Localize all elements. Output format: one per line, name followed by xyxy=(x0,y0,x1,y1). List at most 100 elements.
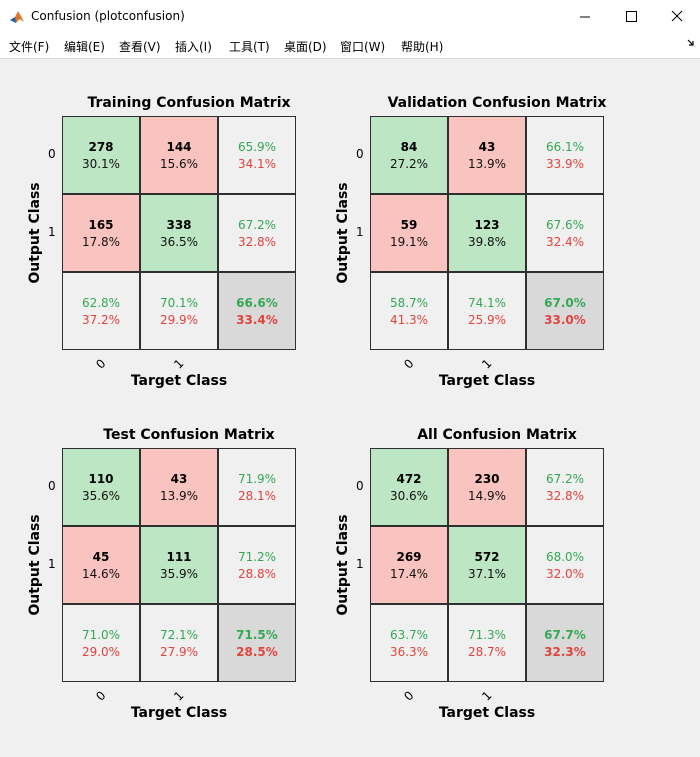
matrix-grid: 278 30.1% 144 15.6% 65.9% 34.1% 165 17.8% 338 36.… xyxy=(62,116,296,350)
overall-accuracy-cell-line2: 32.3% xyxy=(544,645,586,659)
matrix-cell-line2: 17.8% xyxy=(81,235,121,249)
y-tick-label: 0 xyxy=(356,147,364,161)
column-summary-cell-line2: 37.2% xyxy=(81,313,121,327)
row-summary-cell: 67.6% 32.4% xyxy=(526,194,604,272)
y-tick-label: 1 xyxy=(356,225,364,239)
column-summary-cell-line2: 41.3% xyxy=(389,313,429,327)
x-tick-label: 1 xyxy=(479,688,495,704)
overall-accuracy-cell-line2: 33.0% xyxy=(544,313,586,327)
matrix-cell-line2: 39.8% xyxy=(467,235,507,249)
row-summary-cell-line2: 32.0% xyxy=(545,567,585,581)
matrix-cell-line2: 35.9% xyxy=(159,567,199,581)
column-summary-cell-line2: 29.9% xyxy=(159,313,199,327)
matrix-cell-line2: 27.2% xyxy=(389,157,429,171)
row-summary-cell: 67.2% 32.8% xyxy=(218,194,296,272)
menu-insert[interactable]: 插入(I) xyxy=(175,40,212,54)
matrix-cell-line1: 110 xyxy=(88,472,114,486)
row-summary-cell-line1: 71.9% xyxy=(237,472,277,486)
summary-divider-vertical xyxy=(525,448,527,682)
column-summary-cell-line1: 58.7% xyxy=(389,296,429,310)
matrix-cell-line1: 572 xyxy=(474,550,500,564)
matrix-grid: 84 27.2% 43 13.9% 66.1% 33.9% 59 19.1% 123 39.8% 6… xyxy=(370,116,604,350)
menu-file[interactable]: 文件(F) xyxy=(9,40,50,54)
x-axis-label: Target Class xyxy=(130,373,228,389)
x-tick-label: 0 xyxy=(401,356,417,372)
matrix-title: Training Confusion Matrix xyxy=(87,95,291,111)
matrix-cell-line2: 35.6% xyxy=(81,489,121,503)
matrix-cell: 144 15.6% xyxy=(140,116,218,194)
minimize-icon xyxy=(580,16,590,18)
row-summary-cell: 71.2% 28.8% xyxy=(218,526,296,604)
column-summary-cell-line1: 74.1% xyxy=(467,296,507,310)
overall-accuracy-cell: 67.0% 33.0% xyxy=(526,272,604,350)
summary-divider-horizontal xyxy=(62,271,296,273)
row-summary-cell-line1: 67.2% xyxy=(237,218,277,232)
row-summary-cell-line1: 67.2% xyxy=(545,472,585,486)
matrix-cell: 84 27.2% xyxy=(370,116,448,194)
row-summary-cell-line1: 68.0% xyxy=(545,550,585,564)
menu-view[interactable]: 查看(V) xyxy=(119,40,161,54)
maximize-button[interactable] xyxy=(608,0,654,34)
matrix-cell-line2: 17.4% xyxy=(389,567,429,581)
matrix-cell-line2: 30.1% xyxy=(81,157,121,171)
matrix-cell-line1: 111 xyxy=(166,550,192,564)
matrix-cell: 165 17.8% xyxy=(62,194,140,272)
matrix-cell: 123 39.8% xyxy=(448,194,526,272)
x-tick-label: 1 xyxy=(171,688,187,704)
column-summary-cell: 71.0% 29.0% xyxy=(62,604,140,682)
menu-edit[interactable]: 编辑(E) xyxy=(64,40,105,54)
y-tick-label: 1 xyxy=(356,557,364,571)
minimize-button[interactable] xyxy=(562,0,608,34)
overall-accuracy-cell: 66.6% 33.4% xyxy=(218,272,296,350)
matrix-cell-line2: 30.6% xyxy=(389,489,429,503)
matrix-title: Test Confusion Matrix xyxy=(103,427,275,443)
matrix-grid: 472 30.6% 230 14.9% 67.2% 32.8% 269 17.4% 572 37.… xyxy=(370,448,604,682)
matrix-cell-line1: 144 xyxy=(166,140,192,154)
matrix-cell-line2: 19.1% xyxy=(389,235,429,249)
confusion-matrix-panel: Validation Confusion Matrix 84 27.2% 43 13.9… xyxy=(335,95,655,425)
summary-divider-vertical xyxy=(525,116,527,350)
overall-accuracy-cell-line1: 67.7% xyxy=(544,628,586,642)
matrix-cell: 110 35.6% xyxy=(62,448,140,526)
y-tick-label: 1 xyxy=(48,557,56,571)
row-summary-cell: 71.9% 28.1% xyxy=(218,448,296,526)
maximize-icon xyxy=(626,11,637,22)
row-summary-cell-line2: 33.9% xyxy=(545,157,585,171)
matrix-cell: 472 30.6% xyxy=(370,448,448,526)
matrix-cell-line2: 37.1% xyxy=(467,567,507,581)
menu-help[interactable]: 帮助(H) xyxy=(401,40,444,54)
matrix-title: Validation Confusion Matrix xyxy=(387,95,607,111)
column-summary-cell: 62.8% 37.2% xyxy=(62,272,140,350)
x-tick-label: 1 xyxy=(171,356,187,372)
menu-desktop[interactable]: 桌面(D) xyxy=(284,40,327,54)
matrix-cell-line2: 14.9% xyxy=(467,489,507,503)
column-summary-cell: 63.7% 36.3% xyxy=(370,604,448,682)
matrix-cell-line1: 123 xyxy=(474,218,500,232)
row-summary-cell: 68.0% 32.0% xyxy=(526,526,604,604)
overall-accuracy-cell-line1: 66.6% xyxy=(236,296,278,310)
matrix-cell-line1: 269 xyxy=(396,550,422,564)
column-summary-cell: 74.1% 25.9% xyxy=(448,272,526,350)
column-summary-cell: 70.1% 29.9% xyxy=(140,272,218,350)
row-summary-cell-line2: 32.4% xyxy=(545,235,585,249)
matrix-cell: 338 36.5% xyxy=(140,194,218,272)
matrix-cell-line1: 84 xyxy=(400,140,418,154)
matrix-cell: 43 13.9% xyxy=(448,116,526,194)
menu-tools[interactable]: 工具(T) xyxy=(229,40,270,54)
column-summary-cell-line2: 36.3% xyxy=(389,645,429,659)
matrix-cell: 278 30.1% xyxy=(62,116,140,194)
matrix-cell-line1: 43 xyxy=(478,140,496,154)
matrix-cell: 230 14.9% xyxy=(448,448,526,526)
matrix-cell-line1: 278 xyxy=(88,140,114,154)
y-tick-label: 0 xyxy=(356,479,364,493)
matrix-cell: 111 35.9% xyxy=(140,526,218,604)
overall-accuracy-cell-line2: 28.5% xyxy=(236,645,278,659)
y-axis-label: Output Class xyxy=(27,182,43,284)
dock-arrow-icon[interactable] xyxy=(686,38,696,50)
column-summary-cell-line1: 70.1% xyxy=(159,296,199,310)
row-summary-cell-line2: 32.8% xyxy=(545,489,585,503)
column-summary-cell: 58.7% 41.3% xyxy=(370,272,448,350)
matrix-cell-line1: 165 xyxy=(88,218,114,232)
close-button[interactable] xyxy=(654,0,700,34)
menu-window[interactable]: 窗口(W) xyxy=(340,40,386,54)
